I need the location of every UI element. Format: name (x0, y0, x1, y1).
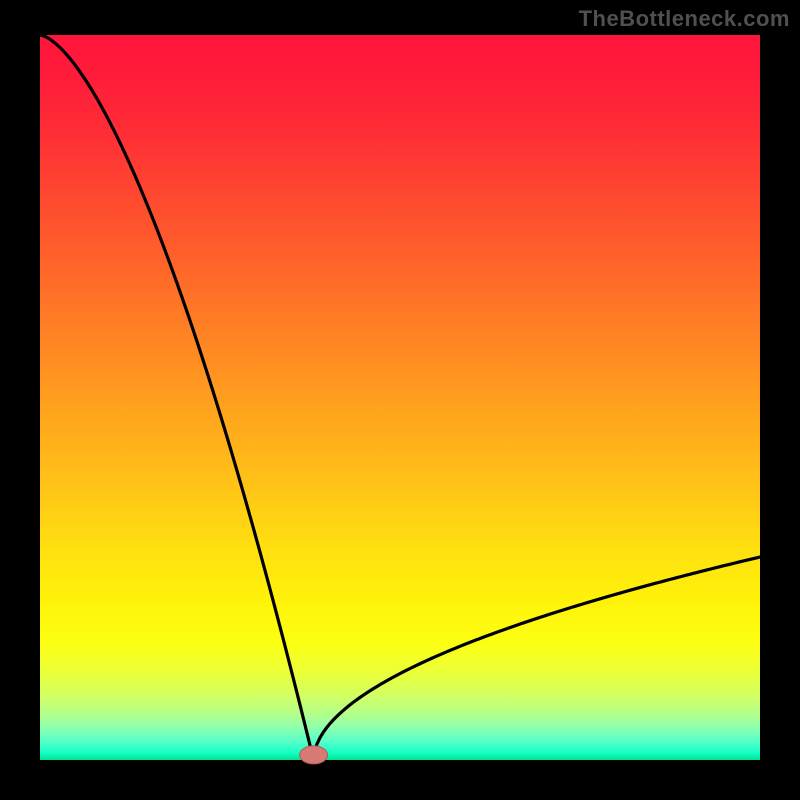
plot-background (40, 35, 760, 760)
chart-container: TheBottleneck.com (0, 0, 800, 800)
watermark-text: TheBottleneck.com (579, 6, 790, 32)
bottleneck-chart (0, 0, 800, 800)
optimal-point-marker (300, 746, 328, 764)
